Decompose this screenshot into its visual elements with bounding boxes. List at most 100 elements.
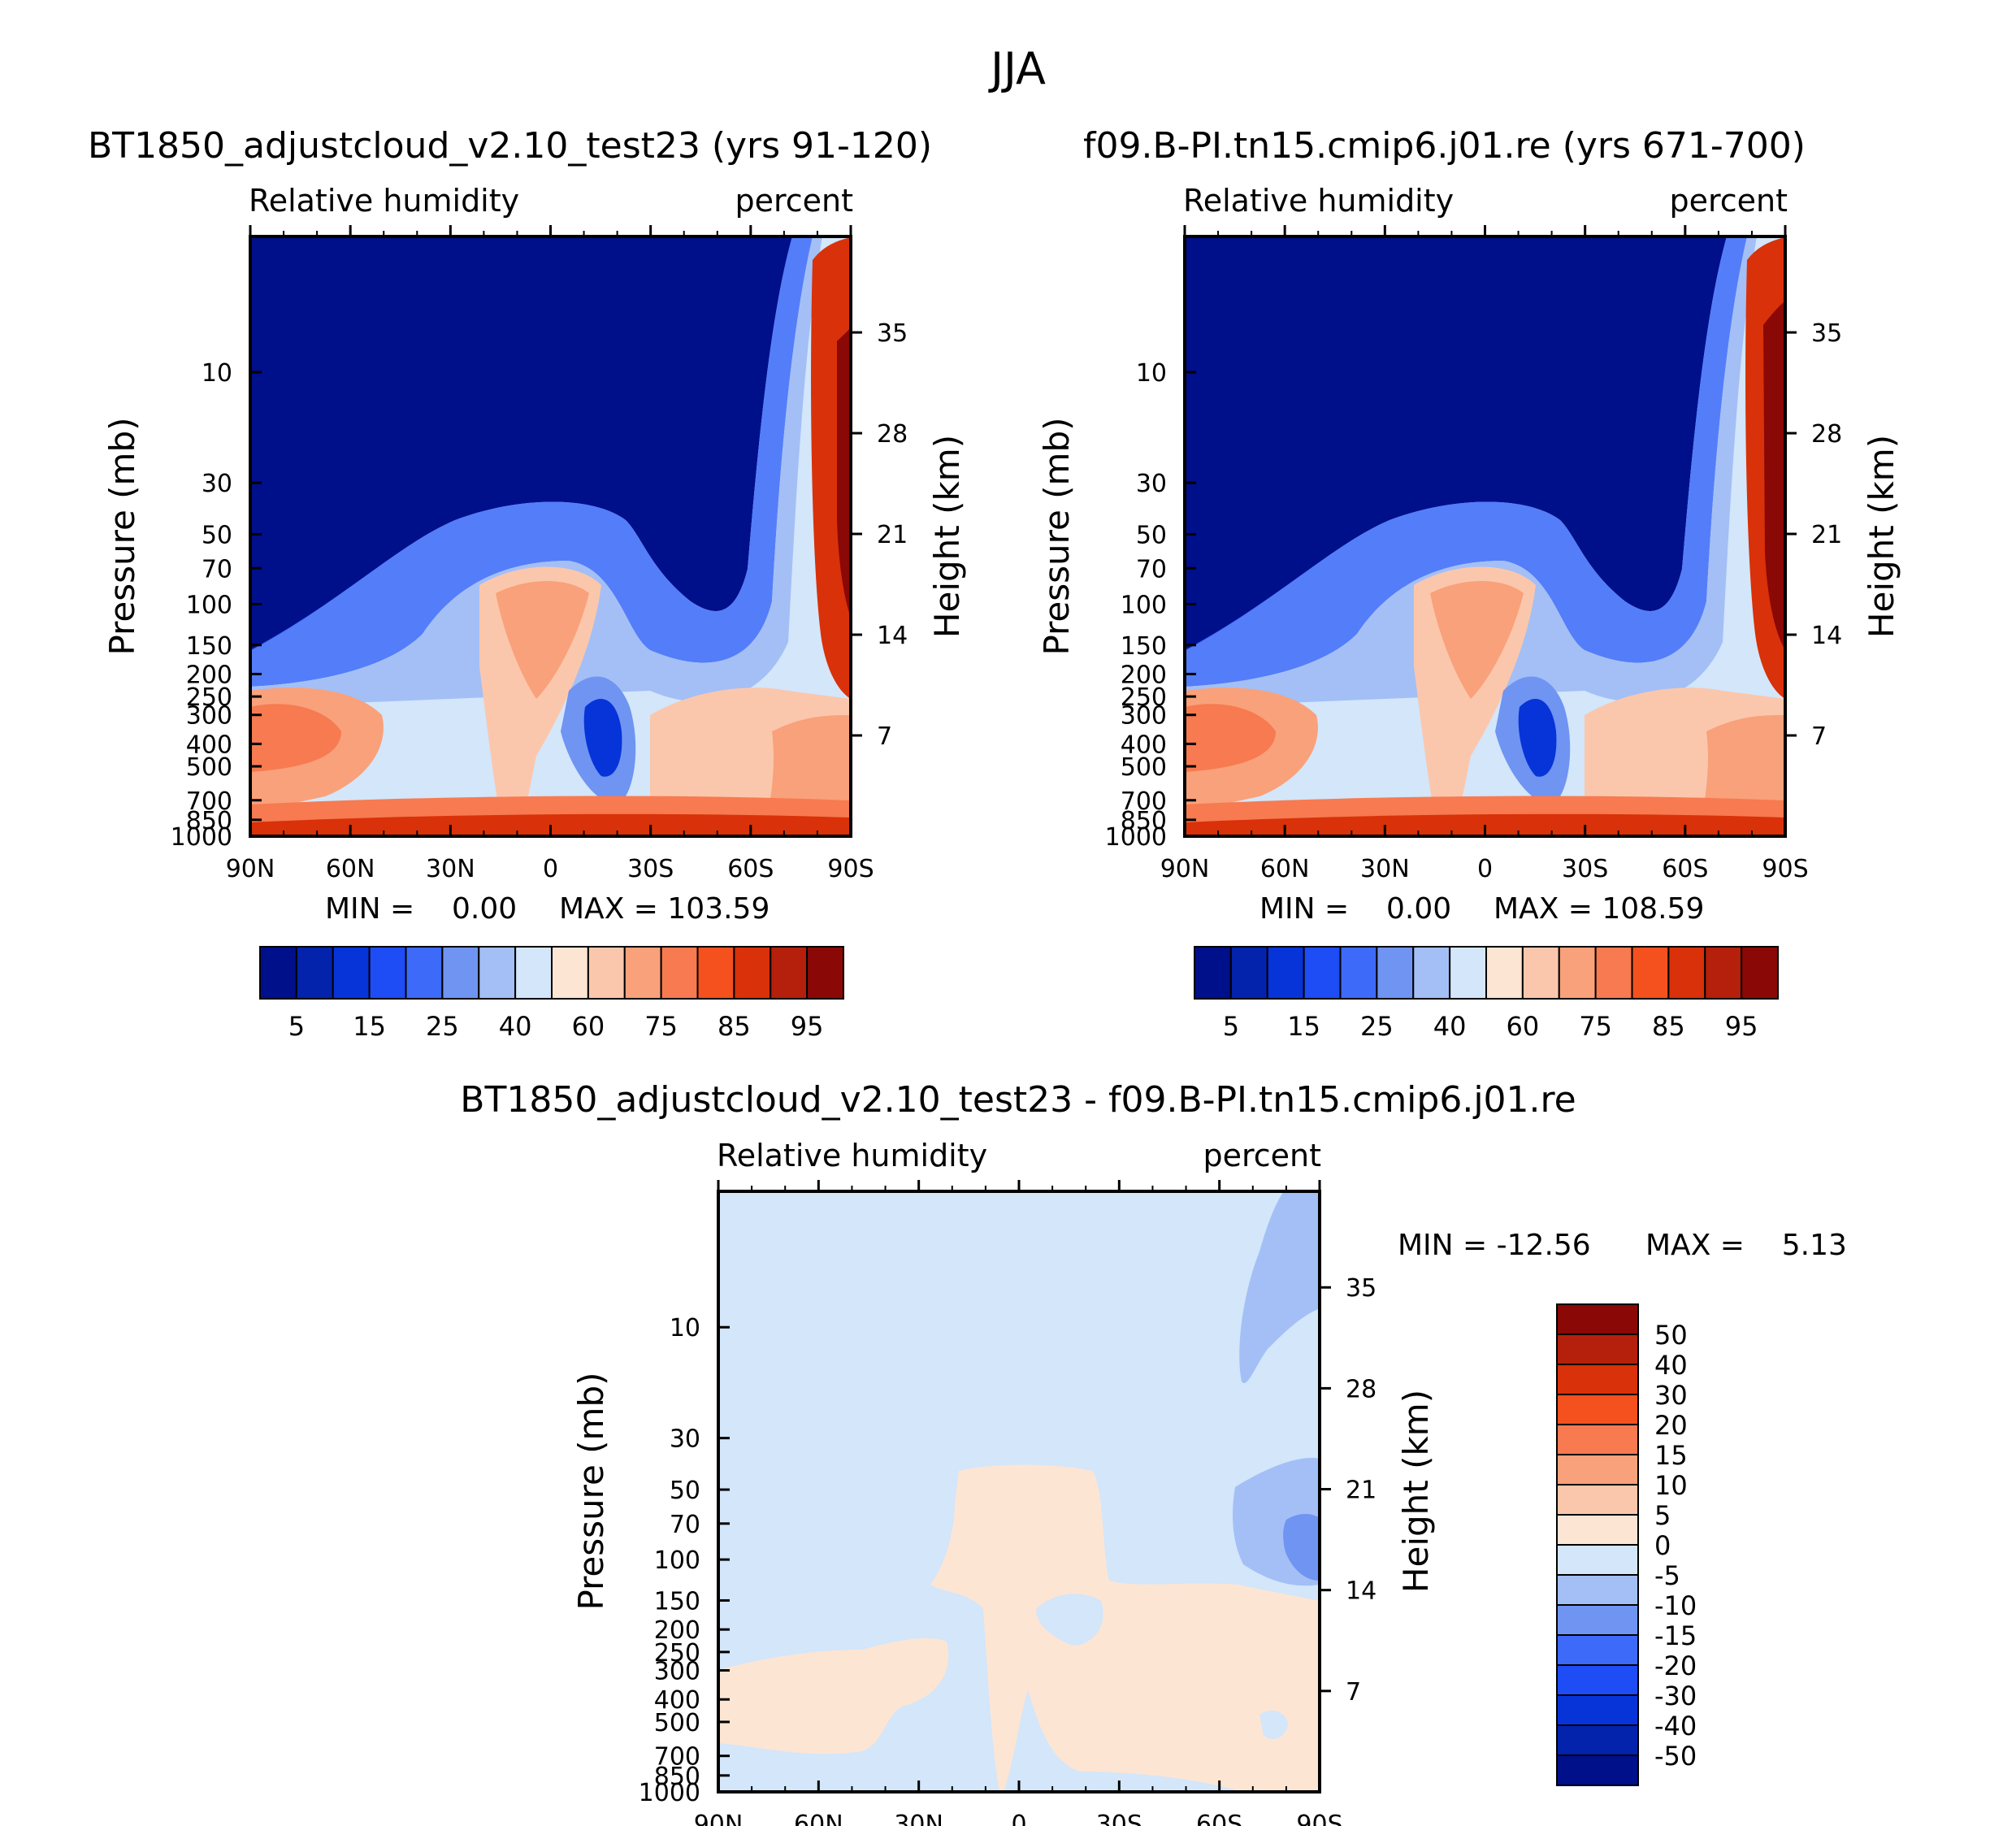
panel-c-xtick-label: 30N [894, 1811, 943, 1826]
panel-a-title: BT1850_adjustcloud_v2.10_test23 (yrs 91-… [88, 125, 932, 167]
panel-a-colorbar-label: 60 [572, 1011, 605, 1042]
panel-a-ytick-label: 1000 [171, 823, 232, 852]
panel-a-colorbar-label: 15 [353, 1011, 386, 1042]
panel-a-variable-label: Relative humidity [249, 183, 519, 219]
panel-b-colorbar-label: 60 [1507, 1011, 1540, 1042]
panel-b-title: f09.B-PI.tn15.cmip6.j01.re (yrs 671-700) [1083, 125, 1806, 167]
panel-c-y2tick-label: 35 [1346, 1274, 1377, 1303]
panel-b-xtick-label: 0 [1477, 855, 1493, 883]
panel-a-colorbar-box [623, 946, 662, 1000]
panel-b-ytick-label: 70 [1136, 555, 1167, 583]
panel-c-ylabel: Pressure (mb) [571, 1372, 611, 1610]
panel-c-colorbar-box [1556, 1334, 1639, 1365]
panel-a-fill-ne-red [250, 704, 341, 772]
panel-b-xtick-label: 60S [1662, 855, 1708, 883]
panel-b-fill-ne-red [1185, 704, 1276, 772]
panel-a-fill-trough-core [583, 699, 622, 777]
panel-b-xtick-label: 90N [1160, 855, 1210, 883]
panel-a-ytick-label: 250 [186, 683, 232, 712]
panel-b-colorbar-box [1521, 946, 1560, 1000]
panel-a-fill-dry-stratosphere [250, 236, 792, 650]
panel-c-fill-upper-south-neg [1239, 1191, 1320, 1383]
panel-b-colorbar-label: 85 [1652, 1011, 1685, 1042]
panel-c-colorbar-label: 0 [1654, 1530, 1671, 1561]
panel-b-ytick-label: 150 [1121, 632, 1167, 661]
panel-a-colorbar-box [441, 946, 480, 1000]
panel-c-ytick-label: 250 [654, 1639, 700, 1668]
panel-a-ytick-label: 400 [186, 731, 232, 759]
panel-a-colorbar-box [733, 946, 772, 1000]
panel-c-colorbar-label: 20 [1654, 1410, 1688, 1441]
panel-c-y2label: Height (km) [1396, 1390, 1436, 1593]
panel-c-colorbar-label: -50 [1654, 1741, 1697, 1772]
panel-c-ytick-label: 100 [654, 1546, 700, 1575]
panel-b-ytick-label: 30 [1136, 470, 1167, 498]
panel-a-colorbar-box [295, 946, 334, 1000]
panel-b-colorbar-box [1303, 946, 1342, 1000]
panel-c-y2tick-label: 28 [1346, 1375, 1377, 1403]
panel-a-colorbar: 5 15 25 40 60 75 85 95 [259, 946, 844, 1042]
panel-a-xtick-label: 0 [543, 855, 558, 883]
panel-a-colorbar-box [696, 946, 735, 1000]
panel-a-xtick-label: 60N [326, 855, 375, 883]
figure-title: JJA [988, 43, 1046, 94]
panel-a: BT1850_adjustcloud_v2.10_test23 (yrs 91-… [88, 125, 967, 1042]
panel-a-colorbar-label: 75 [644, 1011, 678, 1042]
panel-b-units-label: percent [1669, 183, 1788, 219]
panel-b-y2label: Height (km) [1862, 435, 1901, 638]
panel-b-xtick-label: 90S [1762, 855, 1808, 883]
panel-b-y2tick-label: 21 [1811, 521, 1842, 549]
panel-c-fill-small-neg [1259, 1710, 1288, 1739]
panel-c-colorbar-box [1556, 1454, 1639, 1486]
panel-a-ytick-label: 700 [186, 787, 232, 816]
panel-c-colorbar-label: -15 [1654, 1620, 1697, 1651]
panel-a-y2tick-label: 7 [877, 722, 892, 751]
panel-b-ytick-label: 400 [1121, 731, 1167, 759]
panel-a-min: MIN = 0.00 [325, 892, 517, 926]
panel-c-colorbar-label: 15 [1654, 1440, 1688, 1471]
panel-b-fill-south-pole-dark [1763, 301, 1785, 650]
panel-b-colorbar-label: 25 [1360, 1011, 1394, 1042]
panel-b-ytick-label: 200 [1121, 661, 1167, 689]
panel-c-xtick-label: 90S [1296, 1811, 1342, 1826]
panel-b-variable-label: Relative humidity [1183, 183, 1454, 219]
panel-c-units-label: percent [1203, 1138, 1321, 1173]
panel-a-colorbar-box [514, 946, 553, 1000]
panel-c-ytick-label: 200 [654, 1616, 700, 1645]
panel-a-xtick-label: 60S [727, 855, 774, 883]
panel-b-ylabel: Pressure (mb) [1037, 417, 1077, 655]
panel-c-colorbar-label: 5 [1654, 1500, 1671, 1531]
panel-c-xtick-label: 60N [794, 1811, 843, 1826]
panel-c: BT1850_adjustcloud_v2.10_test23 - f09.B-… [460, 1079, 1847, 1826]
panel-b-min: MIN = 0.00 [1259, 892, 1451, 926]
panel-c-ytick-label: 300 [654, 1658, 700, 1686]
panel-a-xtick-label: 90S [827, 855, 874, 883]
panel-c-y2tick-label: 21 [1346, 1477, 1377, 1505]
panel-a-colorbar-box [368, 946, 407, 1000]
panel-b-y2tick-label: 35 [1811, 319, 1842, 348]
panel-b-fill-trough-core [1518, 699, 1557, 777]
panel-a-colorbar-box [660, 946, 699, 1000]
panel-b-colorbar-label: 40 [1433, 1011, 1467, 1042]
panel-c-contour-field [718, 1191, 1320, 1792]
panel-b-ytick-label: 500 [1121, 753, 1167, 782]
panel-c-xtick-label: 90N [694, 1811, 744, 1826]
panel-c-ytick-label: 850 [654, 1763, 700, 1791]
panel-c-ticks: 90N 60N 30N 0 30S 60S 90S103050701001502002503… [639, 1180, 1377, 1826]
panel-c-fill-ne-pos [718, 1637, 949, 1754]
panel-b-ticks: 90N 60N 30N 0 30S 60S 90S103050701001502002503… [1105, 225, 1842, 883]
panel-c-colorbar-box [1556, 1303, 1639, 1335]
panel-b-colorbar-label: 75 [1579, 1011, 1612, 1042]
panel-c-colorbar-box [1556, 1394, 1639, 1425]
panel-b-colorbar-label: 5 [1223, 1011, 1239, 1042]
panel-a-max: MAX = 103.59 [559, 892, 770, 926]
panel-b-ytick-label: 100 [1121, 592, 1167, 620]
panel-a-ytick-label: 50 [202, 522, 232, 550]
panel-c-colorbar-label: 40 [1654, 1350, 1688, 1381]
panel-b-colorbar-box [1339, 946, 1378, 1000]
panel-c-xtick-label: 30S [1096, 1811, 1142, 1826]
panel-b-ytick-label: 850 [1121, 807, 1167, 835]
panel-c-ytick-label: 70 [670, 1511, 700, 1539]
panel-c-xtick-label: 0 [1011, 1811, 1026, 1826]
